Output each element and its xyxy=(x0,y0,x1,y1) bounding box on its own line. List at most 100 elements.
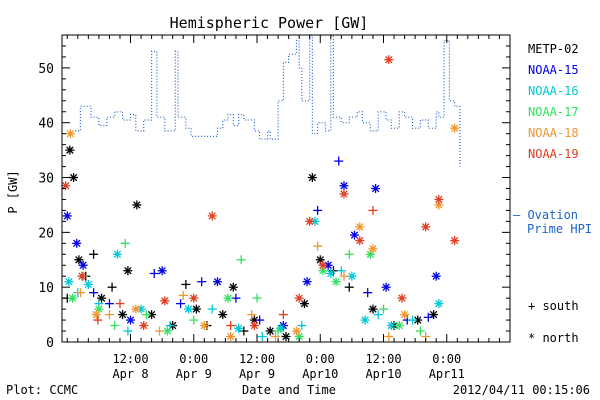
noaa-15-point-south xyxy=(231,293,241,303)
noaa-15-point-south xyxy=(176,299,186,309)
metp-02-point-north xyxy=(228,282,238,292)
noaa-19-point-north xyxy=(384,55,394,65)
noaa-18-point-south xyxy=(270,332,280,342)
noaa-18-point-south xyxy=(104,310,114,320)
noaa-16-point-north xyxy=(326,268,336,278)
marker-legend-south: + south xyxy=(528,299,579,313)
noaa-19-point-south xyxy=(368,205,378,215)
x-tick-label-date: Apr10 xyxy=(302,367,338,381)
plot-frame xyxy=(61,34,511,343)
noaa-18-point-south xyxy=(384,332,394,342)
noaa-15-point-south xyxy=(255,315,265,325)
noaa-17-point-south xyxy=(252,293,262,303)
ovation-label-line2: Prime HPI xyxy=(527,222,592,236)
noaa-15-point-south xyxy=(104,299,114,309)
noaa-18-point-north xyxy=(450,123,460,133)
noaa-19-point-south xyxy=(278,310,288,320)
y-tick-label: 0 xyxy=(46,336,54,351)
noaa-16-point-north xyxy=(347,271,357,281)
legend-entry-noaa-19: NOAA-19 xyxy=(528,147,579,161)
noaa-16-point-north xyxy=(83,279,93,289)
x-tick-label-date: Apr 9 xyxy=(176,367,212,381)
metp-02-point-north xyxy=(265,326,275,336)
noaa-17-point-south xyxy=(344,249,354,259)
metp-02-point-north xyxy=(218,310,228,320)
x-tick-label-time: 0:00 xyxy=(306,352,335,366)
metp-02-point-south xyxy=(89,249,99,259)
metp-02-point-north xyxy=(368,304,378,314)
legend: METP-02 NOAA-15 NOAA-16 NOAA-17 NOAA-18 NOAA-… xyxy=(528,42,579,161)
noaa-19-point-north xyxy=(294,293,304,303)
noaa-16-point-south xyxy=(336,266,346,276)
x-tick-label-date: Apr10 xyxy=(365,367,401,381)
noaa-19-point-north xyxy=(249,321,259,331)
metp-02-point-north xyxy=(74,255,84,265)
metp-02-point-north xyxy=(191,304,201,314)
noaa-17-point-south xyxy=(189,315,199,325)
x-tick-label-time: 0:00 xyxy=(432,352,461,366)
noaa-18-point-south xyxy=(313,241,323,251)
metp-02-point-north xyxy=(429,310,439,320)
y-axis-label: P [GW] xyxy=(6,170,20,213)
noaa-15-point-north xyxy=(126,315,136,325)
legend-entry-noaa-16: NOAA-16 xyxy=(528,84,579,98)
y-tick-label: 30 xyxy=(38,172,54,187)
x-tick-label-time: 0:00 xyxy=(179,352,208,366)
noaa-17-point-south xyxy=(415,326,425,336)
noaa-19-point-north xyxy=(207,211,217,221)
noaa-15-point-north xyxy=(381,282,391,292)
noaa-17-point-south xyxy=(273,326,283,336)
noaa-16-point-north xyxy=(234,323,244,333)
noaa-15-point-south xyxy=(334,156,344,166)
noaa-16-point-south xyxy=(373,310,383,320)
y-tick-label: 10 xyxy=(38,281,54,296)
noaa-19-point-north xyxy=(339,189,349,199)
y-tick-label: 50 xyxy=(38,62,54,77)
marker-legend-north: * north xyxy=(528,331,579,345)
noaa-19-point-south xyxy=(226,321,236,331)
noaa-19-point-north xyxy=(77,271,87,281)
noaa-17-point-south xyxy=(236,255,246,265)
noaa-16-point-south xyxy=(123,326,133,336)
metp-02-point-north xyxy=(65,145,75,155)
noaa-17-point-north xyxy=(331,277,341,287)
noaa-17-point-north xyxy=(68,293,78,303)
legend-entry-noaa-18: NOAA-18 xyxy=(528,126,579,140)
noaa-17-point-south xyxy=(120,238,130,248)
footer-timestamp: 2012/04/11 00:15:06 xyxy=(453,383,590,397)
noaa-18-point-north xyxy=(368,244,378,254)
noaa-19-point-north xyxy=(160,296,170,306)
y-axis-ticks: 0 10 20 30 40 50 xyxy=(38,34,510,351)
y-tick-label: 40 xyxy=(38,117,54,132)
noaa-15-point-south xyxy=(423,312,433,322)
noaa-15-point-north xyxy=(157,266,167,276)
noaa-19-point-south xyxy=(115,299,125,309)
metp-02-point-south xyxy=(107,282,117,292)
noaa-16-point-south xyxy=(257,332,267,342)
y-tick-label: 20 xyxy=(38,226,54,241)
noaa-18-point-north xyxy=(355,222,365,232)
x-tick-label-date: Apr 9 xyxy=(239,367,275,381)
noaa-16-point-south xyxy=(407,315,417,325)
noaa-19-point-north xyxy=(421,222,431,232)
x-tick-label-date: Apr11 xyxy=(429,367,465,381)
noaa-18-point-north xyxy=(65,129,75,139)
metp-02-point-north xyxy=(118,310,128,320)
x-tick-label-time: 12:00 xyxy=(365,352,401,366)
noaa-15-point-north xyxy=(371,184,381,193)
noaa-16-point-north xyxy=(386,321,396,331)
x-tick-label-time: 12:00 xyxy=(239,352,275,366)
noaa-15-point-north xyxy=(339,181,349,191)
legend-entry-noaa-15: NOAA-15 xyxy=(528,63,579,77)
noaa-18-point-north xyxy=(131,304,141,314)
noaa-17-point-south xyxy=(141,310,151,320)
ovation-label-line1: — Ovation xyxy=(513,208,578,222)
metp-02-point-north xyxy=(123,266,133,276)
noaa-16-point-south xyxy=(207,304,217,314)
noaa-15-point-north xyxy=(72,238,82,248)
metp-02-point-south xyxy=(181,279,191,289)
noaa-16-point-north xyxy=(434,299,444,309)
noaa-15-point-south xyxy=(197,277,207,287)
noaa-15-point-south xyxy=(363,288,373,298)
